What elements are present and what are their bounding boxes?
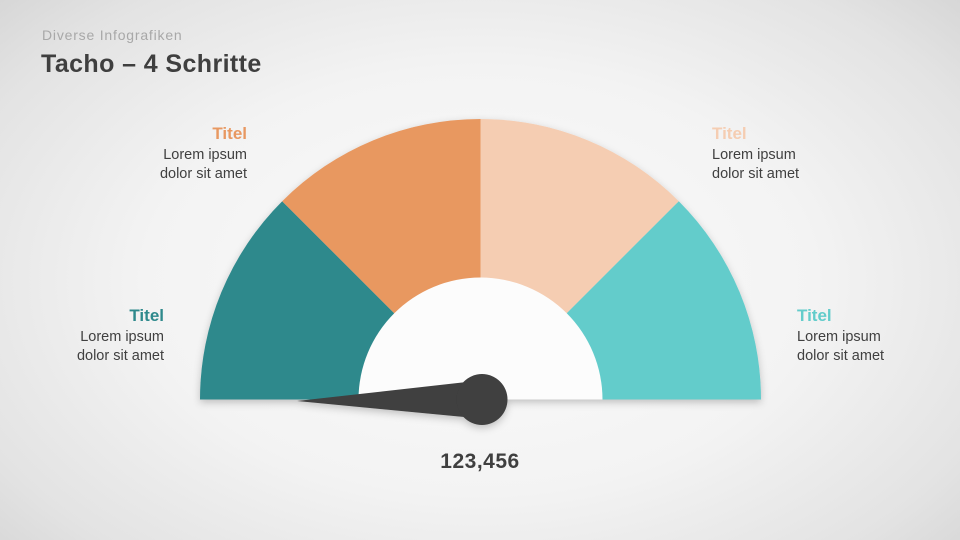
step-3-description: Lorem ipsum dolor sit amet — [712, 147, 800, 182]
step-2-description: Lorem ipsum dolor sit amet — [159, 147, 247, 182]
slide-eyebrow: Diverse Infografiken — [42, 27, 183, 43]
gauge-needle — [297, 380, 480, 419]
gauge-value: 123,456 — [440, 450, 520, 473]
step-1-description: Lorem ipsum dolor sit amet — [76, 329, 164, 364]
step-label-2: Titel Lorem ipsum dolor sit amet — [97, 124, 247, 184]
page-title: Tacho – 4 Schritte — [41, 50, 262, 78]
step-label-4: Titel Lorem ipsum dolor sit amet — [797, 306, 947, 366]
step-3-title: Titel — [712, 124, 747, 143]
gauge-needle-hub — [456, 374, 508, 425]
step-1-title: Titel — [129, 306, 164, 325]
step-label-1: Titel Lorem ipsum dolor sit amet — [14, 306, 164, 366]
gauge-inner-face — [358, 277, 603, 400]
step-4-title: Titel — [797, 306, 832, 325]
step-4-description: Lorem ipsum dolor sit amet — [797, 329, 885, 364]
step-2-title: Titel — [212, 124, 247, 143]
step-label-3: Titel Lorem ipsum dolor sit amet — [712, 124, 862, 184]
